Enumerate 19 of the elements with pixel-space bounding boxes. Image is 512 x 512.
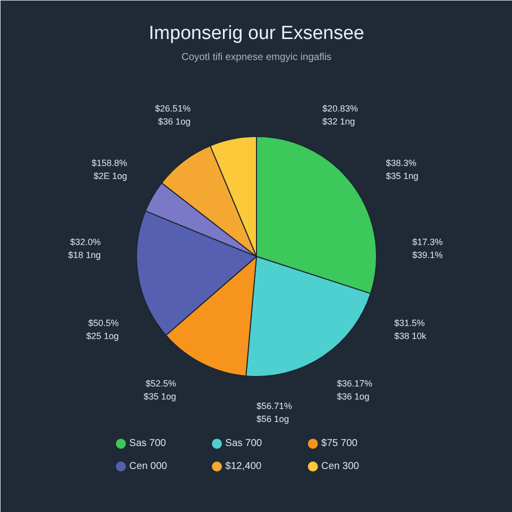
text: $26.51% $36 1og: [155, 104, 191, 127]
legend-label: $12,400: [225, 461, 262, 472]
text: $32.0% $18 1ng: [68, 236, 101, 260]
text: $20.83% $32 1ng: [322, 104, 358, 127]
legend-label: Cen 300: [321, 461, 360, 472]
legend-label: Sas 700: [225, 438, 262, 450]
text: $31.5% $38 10k: [394, 318, 427, 342]
chart-title: Imponserig our Exsensee: [148, 22, 364, 44]
text: $56.71% $56 1og: [256, 401, 292, 424]
text: $52.5% $35 1og: [144, 378, 176, 402]
text: $158.8% $2E 1og: [92, 158, 128, 181]
chart-subtitle: Coyotl tifi expnese emgyic ingaflis: [181, 52, 332, 63]
legend-label: $75 700: [321, 438, 358, 450]
text: $38.3% $35 1ng: [386, 158, 418, 181]
legend-label: Cen 000: [129, 461, 168, 472]
text: $36.17% $36 1og: [336, 378, 372, 402]
text: $50.5% $25 1og: [86, 318, 119, 342]
text: $17.3% $39.1%: [412, 236, 443, 260]
legend-label: Sas 700: [129, 438, 166, 450]
